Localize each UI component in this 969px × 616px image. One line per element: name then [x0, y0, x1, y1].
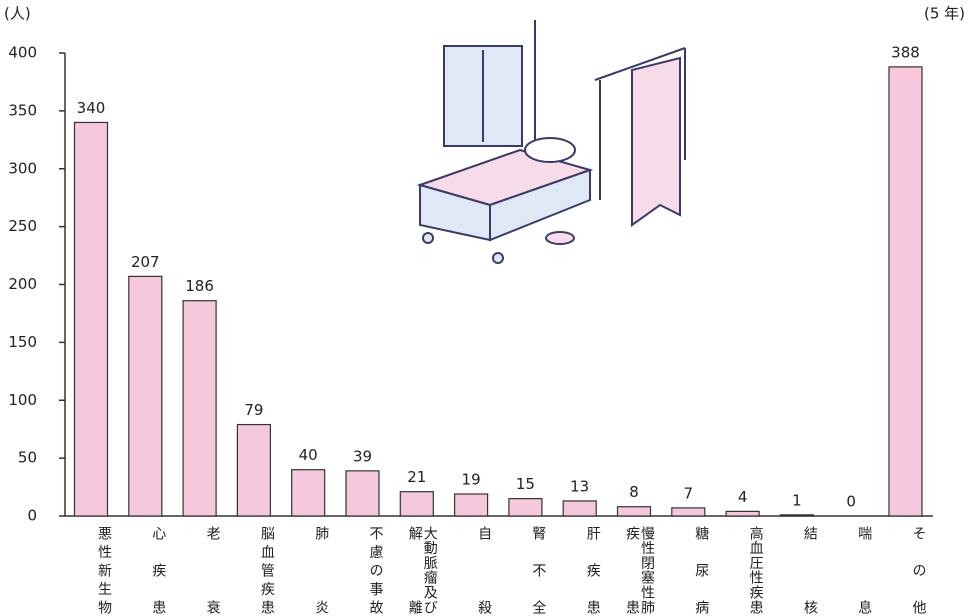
- y-tick-label: 200: [8, 275, 37, 293]
- value-label: 21: [407, 468, 426, 486]
- x-tick-text: 脳血管疾患: [258, 526, 275, 614]
- x-tick-text: その他: [910, 526, 927, 614]
- value-label: 340: [77, 99, 106, 117]
- bar: [128, 275, 163, 517]
- x-tick-label: 自殺: [451, 526, 493, 614]
- bar: [345, 470, 380, 517]
- value-label: 13: [570, 477, 589, 495]
- x-tick-label: 心疾患: [125, 526, 167, 614]
- y-tick-label: 0: [27, 507, 37, 525]
- y-unit: (人): [4, 5, 31, 23]
- value-label: 1: [792, 491, 802, 509]
- x-tick-label: 高血圧性疾患: [723, 526, 764, 614]
- x-tick-label: 喘息: [831, 526, 873, 614]
- x-tick-text: 喘息: [856, 526, 873, 614]
- x-tick-label: 肝疾患: [560, 526, 601, 614]
- x-tick-text: 不慮の事故: [367, 526, 384, 614]
- period-note: (5 年): [924, 5, 965, 23]
- x-tick-label: 糖尿病: [668, 526, 710, 614]
- bar: [779, 514, 815, 517]
- value-label: 7: [684, 484, 694, 502]
- y-tick-label: 350: [8, 101, 37, 119]
- bar: [454, 493, 489, 517]
- value-label: 207: [131, 253, 160, 271]
- bar: [236, 423, 271, 517]
- y-tick-label: 300: [8, 159, 37, 177]
- bar: [291, 469, 326, 517]
- x-tick-text: 腎不全: [530, 526, 547, 614]
- x-tick-text: 心疾患: [150, 526, 167, 614]
- value-label: 4: [738, 488, 748, 506]
- y-tick-label: 100: [8, 391, 37, 409]
- value-label: 39: [353, 447, 372, 465]
- x-tick-label: その他: [886, 526, 927, 614]
- value-label: 8: [629, 483, 639, 501]
- value-label: 19: [462, 471, 481, 489]
- x-tick-label: 老衰: [180, 526, 221, 614]
- bar: [182, 300, 217, 517]
- x-tick-text: 高血圧性疾患: [747, 526, 764, 614]
- bar: [508, 498, 543, 517]
- x-tick-text: 自殺: [476, 526, 493, 614]
- x-tick-label: 慢性閉塞性肺疾患: [614, 526, 655, 614]
- x-tick-label: 不慮の事故: [343, 526, 384, 614]
- x-tick-text: 糖尿病: [693, 526, 710, 614]
- bar: [888, 66, 923, 517]
- value-label: 0: [846, 493, 856, 511]
- x-tick-label: 脳血管疾患: [234, 526, 275, 614]
- value-label: 79: [244, 401, 263, 419]
- y-tick-label: 250: [8, 217, 37, 235]
- value-label: 15: [516, 475, 535, 493]
- value-label: 388: [891, 43, 920, 61]
- x-tick-label: 悪性新生物: [71, 526, 112, 614]
- y-tick-label: 150: [8, 333, 37, 351]
- x-tick-text: 結核: [801, 526, 818, 614]
- bar: [616, 506, 652, 517]
- x-tick-text: 老衰: [204, 526, 221, 614]
- bar: [399, 491, 434, 517]
- value-label: 40: [299, 446, 318, 464]
- x-tick-text: 肝疾患: [584, 526, 601, 614]
- x-tick-label: 腎不全: [505, 526, 547, 614]
- x-tick-text: 慢性閉塞性肺疾患: [624, 526, 655, 614]
- bar: [562, 500, 597, 517]
- bar: [725, 510, 760, 517]
- x-tick-text: 肺炎: [313, 526, 330, 614]
- value-label: 186: [185, 277, 214, 295]
- y-tick-label: 400: [8, 44, 37, 62]
- x-tick-label: 肺炎: [288, 526, 330, 614]
- bar: [671, 507, 706, 517]
- x-tick-text: 大動脈瘤及び解離: [406, 526, 438, 614]
- x-tick-label: 大動脈瘤及び解離: [397, 526, 438, 614]
- x-tick-text: 悪性新生物: [96, 526, 112, 614]
- bar: [73, 121, 109, 517]
- y-tick-label: 50: [18, 449, 37, 467]
- illustration: [416, 20, 686, 264]
- x-tick-label: 結核: [777, 526, 818, 614]
